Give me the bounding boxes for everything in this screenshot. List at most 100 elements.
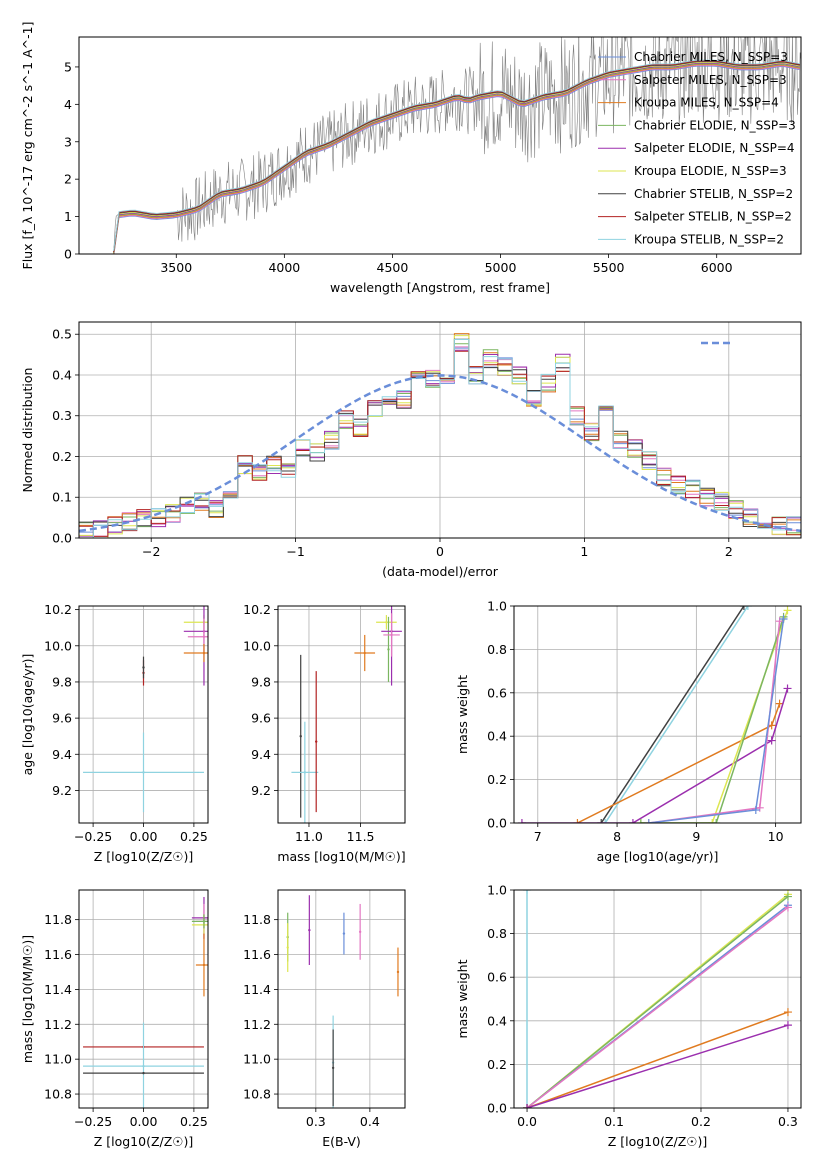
y-axis-label: Flux [f_λ 10^-17 erg cm^-2 s^-1 A^-1] [20, 22, 35, 270]
x-tick-label: 1 [580, 544, 588, 559]
x-tick-label: 10 [768, 829, 784, 844]
weight-marker [783, 903, 792, 912]
weight-marker [779, 615, 788, 624]
axes-residuals: −2 −1 0 1 2 0.0 0.1 0.2 0.3 0.4 0.5 (data-model)/er… [20, 321, 802, 579]
axes-mass-weight-vs-Z: 0.0 0.1 0.2 0.3 0.0 0.2 0.4 0.6 0.8 1.0 Z [log10(Z… [455, 883, 802, 1149]
model-spectrum [113, 60, 800, 252]
weight-marker [783, 1008, 792, 1017]
y-tick-label: 9.2 [52, 783, 72, 798]
weight-marker [644, 819, 653, 823]
y-tick-label: 11.0 [44, 1052, 72, 1067]
model-spectrum [113, 62, 800, 254]
data-point [315, 740, 318, 743]
y-tick-label: 0.4 [52, 367, 72, 382]
x-axis-label: (data-model)/error [382, 564, 499, 579]
y-axis-label: mass [log10(M/M☉)] [20, 935, 35, 1063]
y-tick-label: 11.2 [243, 1017, 271, 1032]
plot-area [79, 333, 801, 538]
y-tick-label: 0.8 [487, 926, 507, 941]
y-tick-label: 11.4 [44, 982, 72, 997]
normal-curve [79, 374, 801, 533]
weight-marker [523, 890, 532, 894]
y-tick-label: 0.0 [52, 531, 72, 546]
observed-spectrum [79, 37, 801, 254]
axes-frame [78, 889, 209, 1109]
y-axis-label: age [log10(age/yr)] [20, 654, 35, 776]
weight-marker [573, 819, 582, 823]
data-point [202, 963, 206, 967]
axes-age-vs-Z: −0.25 0.00 0.25 9.2 9.4 9.6 9.8 10.0 10.2 Z [log1… [20, 602, 209, 864]
axes-frame [78, 605, 209, 824]
weight-marker [523, 1104, 532, 1108]
model-spectrum [113, 61, 800, 253]
axes-frame [78, 36, 802, 255]
weight-marker [783, 606, 792, 615]
data-point [331, 1066, 335, 1070]
y-tick-label: 0.0 [487, 816, 507, 831]
data-point [308, 928, 311, 932]
x-axis-label: mass [log10(M/M☉)] [277, 849, 405, 864]
weight-marker [783, 1021, 792, 1030]
y-tick-label: 11.8 [44, 912, 72, 927]
plot-area [79, 37, 801, 254]
weight-line [526, 895, 789, 1108]
x-axis-label: wavelength [Angstrom, rest frame] [330, 280, 550, 295]
y-tick-label: 10.2 [44, 602, 72, 617]
x-tick-label: 0.25 [180, 829, 208, 844]
axes-age-vs-mass: 11.0 11.5 9.2 9.4 9.6 9.8 10.0 10.2 mass [log10(… [243, 602, 406, 864]
y-tick-label: 11.8 [243, 912, 271, 927]
x-tick-label: 4000 [268, 260, 300, 275]
weight-marker [708, 819, 717, 823]
data-point [363, 651, 366, 655]
x-tick-label: 5000 [485, 260, 517, 275]
weight-marker [743, 606, 752, 610]
weight-line [604, 606, 749, 823]
y-tick-label: 0.6 [487, 685, 507, 700]
axes-frame [513, 605, 802, 824]
x-tick-label: 2 [725, 544, 733, 559]
data-point [142, 1064, 145, 1068]
x-tick-label: 3500 [160, 260, 192, 275]
y-tick-label: 2 [64, 172, 72, 187]
y-tick-label: 10.8 [44, 1087, 72, 1102]
weight-line [526, 1011, 789, 1108]
y-tick-label: 9.4 [251, 747, 271, 762]
y-tick-label: 9.8 [251, 674, 271, 689]
y-tick-label: 0.8 [487, 642, 507, 657]
y-tick-label: 10.8 [243, 1087, 271, 1102]
x-axis-label: age [log10(age/yr)] [597, 849, 719, 864]
data-point [390, 633, 393, 637]
y-tick-label: 0 [64, 247, 72, 262]
y-axis-label: Normed distribution [20, 368, 35, 493]
y-tick-label: 9.2 [251, 783, 271, 798]
data-point [142, 771, 145, 774]
legend-label: Salpeter STELIB, N_SSP=2 [634, 210, 792, 224]
legend-label: Salpeter ELODIE, N_SSP=4 [634, 141, 795, 155]
weight-line [600, 606, 745, 823]
weight-marker [783, 684, 792, 693]
y-tick-label: 9.4 [52, 747, 72, 762]
histogram-step [79, 339, 801, 538]
model-spectrum [113, 65, 800, 254]
grid [278, 606, 405, 823]
x-tick-label: −2 [142, 544, 160, 559]
y-tick-label: 11.4 [243, 982, 271, 997]
data-point [387, 648, 390, 651]
x-tick-label: 9 [692, 829, 700, 844]
model-spectrum [113, 63, 800, 254]
model-spectrum [113, 61, 800, 254]
y-axis-label: mass weight [455, 675, 470, 754]
data-point [303, 771, 307, 774]
y-tick-label: 10.2 [243, 602, 271, 617]
weight-marker [739, 606, 748, 610]
x-axis-label: Z [log10(Z/Z☉)] [608, 1134, 708, 1149]
weight-line [521, 688, 789, 823]
axes-frame [277, 605, 406, 824]
legend-label: Chabrier STELIB, N_SSP=2 [634, 187, 793, 201]
axes-mass-weight-vs-age: 7 8 9 10 0.0 0.2 0.4 0.6 0.8 1.0 age [log10(age/yr… [455, 599, 802, 864]
x-tick-label: 0.0 [517, 1114, 537, 1129]
model-spectrum [113, 64, 800, 254]
x-tick-label: 5500 [593, 260, 625, 275]
y-tick-label: 9.6 [251, 711, 271, 726]
